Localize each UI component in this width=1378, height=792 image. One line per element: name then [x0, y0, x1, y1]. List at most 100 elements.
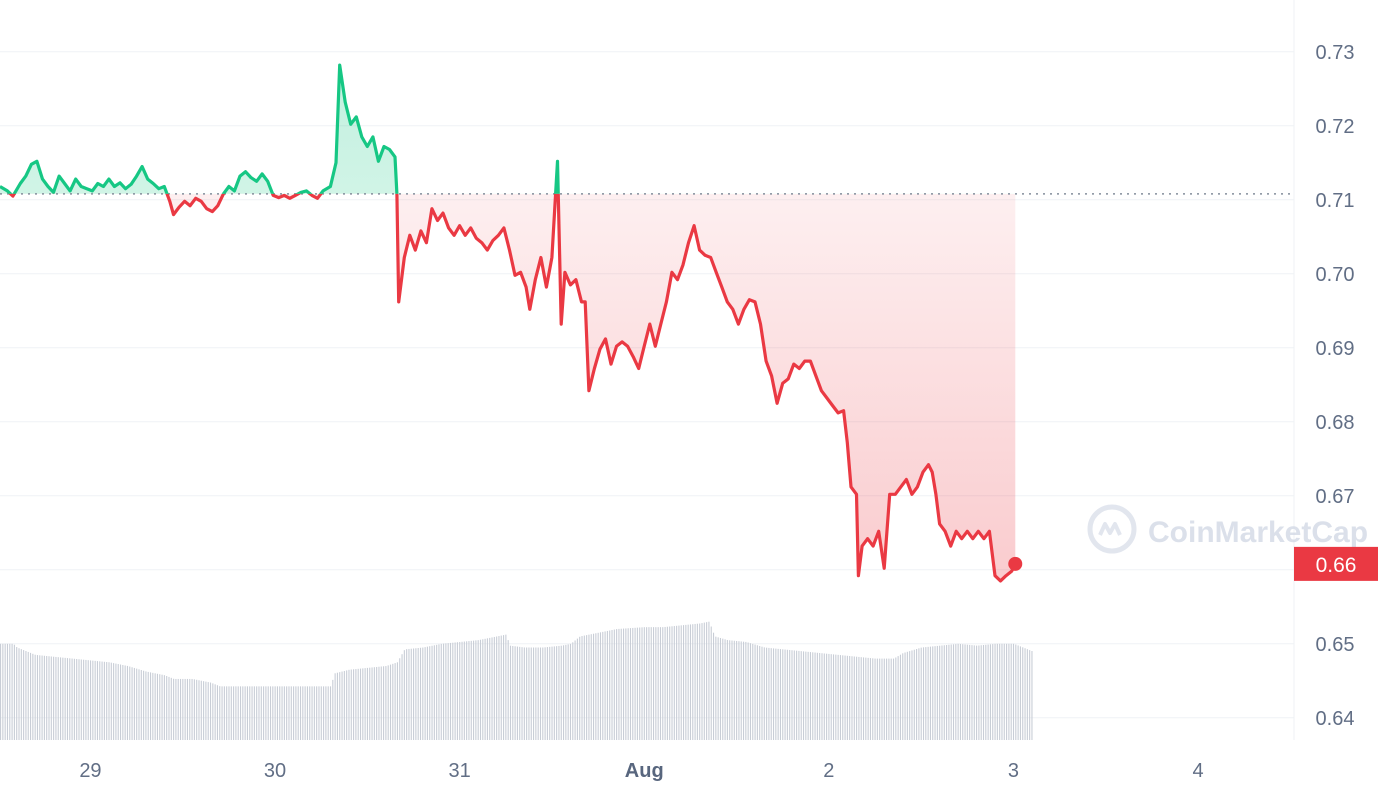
- volume-bar: [463, 641, 465, 740]
- volume-bar: [539, 647, 542, 740]
- volume-bar: [676, 625, 678, 740]
- volume-bar: [574, 640, 576, 740]
- volume-bar: [20, 649, 22, 740]
- volume-bar: [55, 656, 57, 740]
- volume-bar: [193, 679, 195, 740]
- volume-bar: [288, 686, 290, 740]
- volume-bar: [851, 656, 853, 740]
- volume-bar: [242, 686, 244, 740]
- volume-bar: [209, 682, 212, 740]
- volume-bar: [634, 627, 636, 740]
- volume-bar: [461, 641, 463, 740]
- volume-bar: [876, 658, 878, 740]
- volume-bar: [706, 622, 708, 740]
- volume-bar: [768, 647, 770, 740]
- volume-bar: [939, 645, 941, 740]
- volume-bar: [1024, 648, 1026, 740]
- volume-bar: [890, 658, 892, 740]
- volume-bar: [456, 642, 458, 740]
- volume-bar: [445, 643, 447, 740]
- volume-bar: [535, 647, 537, 740]
- volume-bar: [362, 668, 364, 740]
- current-price-dot: [1008, 556, 1023, 571]
- volume-bar: [1022, 647, 1024, 740]
- y-axis: 0.64 0.65 0.67 0.68 0.69 0.70 0.71 0.72 0.73: [1316, 42, 1355, 730]
- y-tick-label: 0.64: [1316, 708, 1355, 730]
- volume-bar: [664, 626, 666, 740]
- volume-bar: [987, 644, 989, 740]
- volume-bar: [94, 660, 96, 740]
- volume-bar: [353, 669, 355, 740]
- volume-bar: [648, 627, 650, 740]
- volume-bar: [260, 686, 262, 740]
- volume-bar: [36, 655, 39, 740]
- volume-bar: [168, 676, 170, 740]
- volume-bar: [99, 661, 101, 740]
- volume-bar: [832, 654, 835, 740]
- volume-bar: [641, 627, 643, 740]
- volume-bar: [722, 638, 724, 740]
- volume-bar: [941, 645, 943, 740]
- volume-bar: [71, 658, 73, 740]
- volume-bar: [101, 661, 103, 740]
- volume-bar: [415, 648, 417, 740]
- volume-bar: [53, 656, 55, 740]
- volume-bar: [909, 651, 911, 740]
- volume-bar: [313, 686, 315, 740]
- volume-bar: [184, 678, 186, 740]
- x-axis: 29 30 31 Aug 2 3 4: [79, 760, 1203, 782]
- volume-bar: [879, 658, 881, 740]
- volume-bar: [560, 645, 562, 740]
- volume-bar: [982, 645, 985, 740]
- volume-bar: [821, 653, 823, 740]
- x-tick-label: 3: [1008, 760, 1019, 782]
- volume-bar: [752, 643, 754, 740]
- volume-bar: [489, 637, 491, 740]
- volume-bar: [113, 663, 115, 740]
- volume-bar: [565, 644, 567, 740]
- volume-bar: [207, 682, 209, 740]
- volume-bar: [447, 643, 449, 740]
- volume-bar: [985, 644, 987, 740]
- volume-bar: [782, 649, 784, 740]
- volume-bar: [214, 684, 216, 740]
- volume-bar: [523, 647, 525, 740]
- volume-bar: [800, 651, 802, 740]
- volume-bar: [761, 646, 763, 740]
- volume-bar: [599, 632, 602, 740]
- volume-bar: [274, 686, 276, 740]
- volume-bar: [29, 652, 32, 740]
- volume-bar: [498, 636, 500, 740]
- volume-bar: [934, 646, 936, 740]
- volume-bar: [563, 645, 565, 740]
- y-tick-label: 0.69: [1316, 338, 1355, 360]
- volume-bar: [881, 658, 883, 740]
- volume-bar: [496, 636, 498, 740]
- volume-bar: [269, 686, 272, 740]
- volume-bar: [657, 627, 659, 740]
- volume-bar: [978, 645, 980, 740]
- volume-bar: [43, 655, 45, 740]
- y-tick-label: 0.73: [1316, 42, 1355, 64]
- volume-bar: [789, 649, 791, 740]
- volume-bar: [182, 678, 184, 740]
- volume-bar: [742, 641, 745, 740]
- volume-bar: [108, 662, 110, 740]
- volume-bar: [436, 644, 438, 740]
- volume-bar: [64, 657, 66, 740]
- volume-bar: [696, 623, 698, 740]
- volume-bar: [814, 652, 816, 740]
- volume-bar: [173, 678, 175, 740]
- volume-bar: [359, 668, 362, 740]
- volume-bar: [726, 639, 728, 740]
- volume-bar: [119, 664, 122, 740]
- volume-bar: [936, 645, 938, 740]
- volume-bar: [304, 686, 306, 740]
- volume-bar: [973, 645, 975, 740]
- volume-bar: [874, 658, 876, 740]
- volume-bar: [627, 628, 629, 740]
- volume-bar: [835, 654, 837, 740]
- volume-bar: [740, 641, 742, 740]
